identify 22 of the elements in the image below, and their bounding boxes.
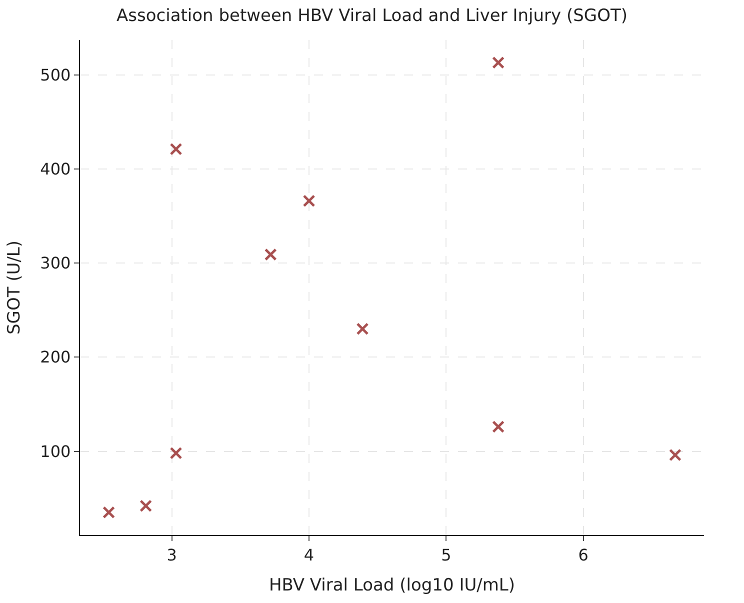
point: [668, 448, 682, 462]
x-axis-title: HBV Viral Load (log10 IU/mL): [268, 576, 516, 596]
y-tick-label: 300: [40, 254, 71, 273]
y-tick-label: 200: [40, 348, 71, 367]
x-tick-label: 6: [578, 545, 588, 564]
chart-title: Association between HBV Viral Load and Liver Injury (SGOT): [116, 6, 628, 26]
point: [492, 420, 505, 434]
point: [492, 56, 505, 69]
x-tick-label: 3: [166, 545, 177, 564]
point: [102, 506, 116, 519]
x-tick-label: 4: [304, 545, 314, 564]
point: [264, 248, 277, 261]
point: [170, 446, 182, 460]
point: [356, 322, 369, 336]
point: [140, 500, 152, 512]
x-tick-label: 5: [441, 545, 452, 564]
point: [170, 142, 182, 156]
y-tick-label: 500: [40, 65, 71, 84]
point: [302, 194, 316, 208]
y-tick-label: 100: [40, 442, 71, 461]
y-axis-title: SGOT (U/L): [4, 240, 25, 335]
y-tick-label: 400: [40, 160, 71, 179]
